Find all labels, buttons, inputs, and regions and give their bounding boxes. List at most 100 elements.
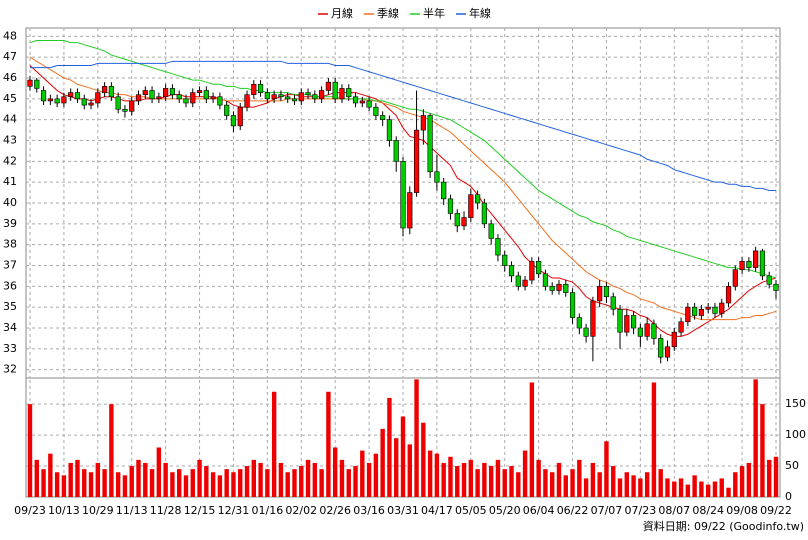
volume-bar (685, 484, 691, 497)
volume-bar (400, 416, 406, 497)
volume-bar (705, 484, 711, 497)
y2-tick-label: 100 (785, 428, 806, 441)
volume-bar (482, 462, 487, 497)
legend-label: 半年 (423, 6, 445, 20)
volume-bar (590, 462, 596, 497)
volume-bar (434, 453, 440, 497)
candle-body (352, 96, 359, 104)
volume-bar (115, 472, 121, 497)
x-tick-label: 11/13 (116, 504, 148, 517)
candle-body (163, 88, 169, 98)
candle-body (427, 115, 433, 173)
candle-body (285, 96, 291, 100)
volume-bar (244, 466, 250, 497)
candle-body (135, 94, 142, 102)
volume-bar (550, 472, 555, 497)
candle-body (739, 261, 745, 270)
candle-body (576, 317, 582, 329)
volume-bar (366, 462, 372, 497)
y2-tick-label: 0 (785, 490, 792, 503)
candle-body (508, 265, 515, 277)
volume-bar (251, 459, 256, 497)
candle-body (332, 81, 338, 100)
volume-bar (414, 379, 419, 497)
candle-body (40, 90, 47, 102)
candle-body (461, 217, 467, 227)
volume-bar (570, 469, 575, 497)
volume-bar (143, 462, 148, 497)
volume-bar (271, 391, 277, 497)
x-tick-label: 03/16 (353, 504, 385, 517)
candle-body (108, 86, 114, 98)
candle-body (590, 300, 596, 337)
x-tick-label: 10/13 (48, 504, 80, 517)
candle-body (624, 315, 630, 333)
volume-bar (624, 472, 629, 497)
candle-body (664, 346, 671, 358)
volume-bar (61, 475, 67, 497)
y-tick-label: 44 (3, 113, 17, 126)
volume-bar (278, 462, 284, 497)
candle-body (264, 92, 270, 100)
candle-body (305, 92, 311, 95)
volume-bar (678, 478, 684, 497)
volume-bar (332, 447, 338, 497)
candle-body (474, 194, 481, 204)
candle-body (719, 302, 725, 314)
volume-bar (773, 456, 779, 497)
candle-body (68, 92, 74, 98)
volume-bar (210, 472, 216, 497)
candle-body (732, 269, 738, 287)
volume-bar (577, 459, 582, 497)
volume-bar (149, 469, 155, 497)
candle-body (373, 106, 379, 116)
candle-body (34, 79, 40, 89)
candle-body (413, 129, 420, 193)
x-tick-label: 09/22 (760, 504, 792, 517)
candle-body (685, 306, 691, 323)
candle-body (325, 81, 332, 91)
volume-bar (346, 469, 351, 497)
volume-bar (651, 382, 657, 497)
volume-bar (48, 453, 53, 497)
candle-body (95, 92, 101, 104)
candle-body (468, 194, 474, 218)
candle-body (217, 96, 223, 106)
y-tick-label: 41 (3, 175, 17, 188)
volume-bar (753, 379, 758, 497)
volume-bar (183, 475, 189, 497)
x-tick-label: 07/07 (591, 504, 623, 517)
legend-label: 年線 (469, 6, 491, 20)
volume-bar (163, 462, 168, 497)
volume-bar (360, 450, 365, 497)
candle-body (251, 83, 257, 95)
candle-body (529, 261, 535, 281)
volume-bar (421, 422, 426, 497)
x-tick-label: 04/17 (421, 504, 453, 517)
candle-body (298, 92, 304, 102)
candle-body (637, 327, 643, 337)
volume-bar (631, 475, 636, 497)
candle-body (617, 308, 623, 333)
volume-bar (224, 469, 229, 497)
candle-body (237, 106, 243, 127)
candle-body (278, 94, 284, 98)
volume-bar (468, 459, 474, 497)
volume-bar (177, 469, 182, 497)
volume-bar (353, 466, 358, 497)
ma-line (30, 60, 776, 191)
y-tick-label: 33 (3, 342, 17, 355)
candle-body (569, 292, 576, 318)
volume-bar (197, 459, 202, 497)
x-tick-label: 08/07 (658, 504, 690, 517)
volume-bar (760, 404, 765, 497)
candle-body (766, 275, 772, 285)
candle-body (47, 98, 53, 102)
y-tick-label: 38 (3, 238, 17, 251)
volume-bar (312, 462, 318, 497)
x-tick-label: 12/15 (184, 504, 216, 517)
volume-bar (638, 478, 643, 497)
candle-body (27, 79, 33, 87)
